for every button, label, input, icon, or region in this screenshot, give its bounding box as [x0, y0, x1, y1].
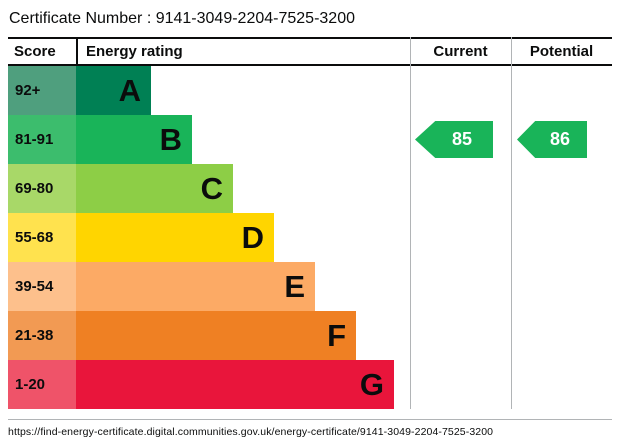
- score-range-c: 69-80: [8, 164, 76, 213]
- band-row-a: 92+ A: [8, 66, 612, 115]
- rating-bar-e: E: [76, 262, 315, 311]
- score-range-e: 39-54: [8, 262, 76, 311]
- potential-column-divider: [511, 37, 512, 409]
- chart-header: Score Energy rating Current Potential: [8, 37, 612, 66]
- certificate-url: https://find-energy-certificate.digital.…: [8, 419, 612, 438]
- band-row-b: 81-91 B: [8, 115, 612, 164]
- epc-page: Certificate Number : 9141-3049-2204-7525…: [8, 6, 612, 438]
- band-row-d: 55-68 D: [8, 213, 612, 262]
- score-column-header: Score: [14, 43, 56, 60]
- chart-body: 92+ A 81-91 B 69-80 C 55-68 D 39-54 E 21…: [8, 66, 612, 409]
- current-rating-value: 85: [451, 129, 473, 149]
- rating-bar-c: C: [76, 164, 233, 213]
- rating-bar-f: F: [76, 311, 356, 360]
- current-column-divider: [410, 37, 411, 409]
- energy-rating-chart: Score Energy rating Current Potential 92…: [8, 37, 612, 409]
- score-range-g: 1-20: [8, 360, 76, 409]
- energy-rating-column-header: Energy rating: [76, 39, 410, 64]
- band-row-e: 39-54 E: [8, 262, 612, 311]
- potential-rating-value: 86: [549, 129, 571, 149]
- score-range-d: 55-68: [8, 213, 76, 262]
- band-row-g: 1-20 G: [8, 360, 612, 409]
- band-row-c: 69-80 C: [8, 164, 612, 213]
- rating-bar-d: D: [76, 213, 274, 262]
- potential-column-header: Potential: [529, 43, 594, 60]
- certificate-number: Certificate Number : 9141-3049-2204-7525…: [9, 10, 355, 27]
- rating-bar-b: B: [76, 115, 192, 164]
- score-range-b: 81-91: [8, 115, 76, 164]
- rating-bar-g: G: [76, 360, 394, 409]
- score-range-f: 21-38: [8, 311, 76, 360]
- rating-bar-a: A: [76, 66, 151, 115]
- score-range-a: 92+: [8, 66, 76, 115]
- current-column-header: Current: [433, 43, 488, 60]
- band-row-f: 21-38 F: [8, 311, 612, 360]
